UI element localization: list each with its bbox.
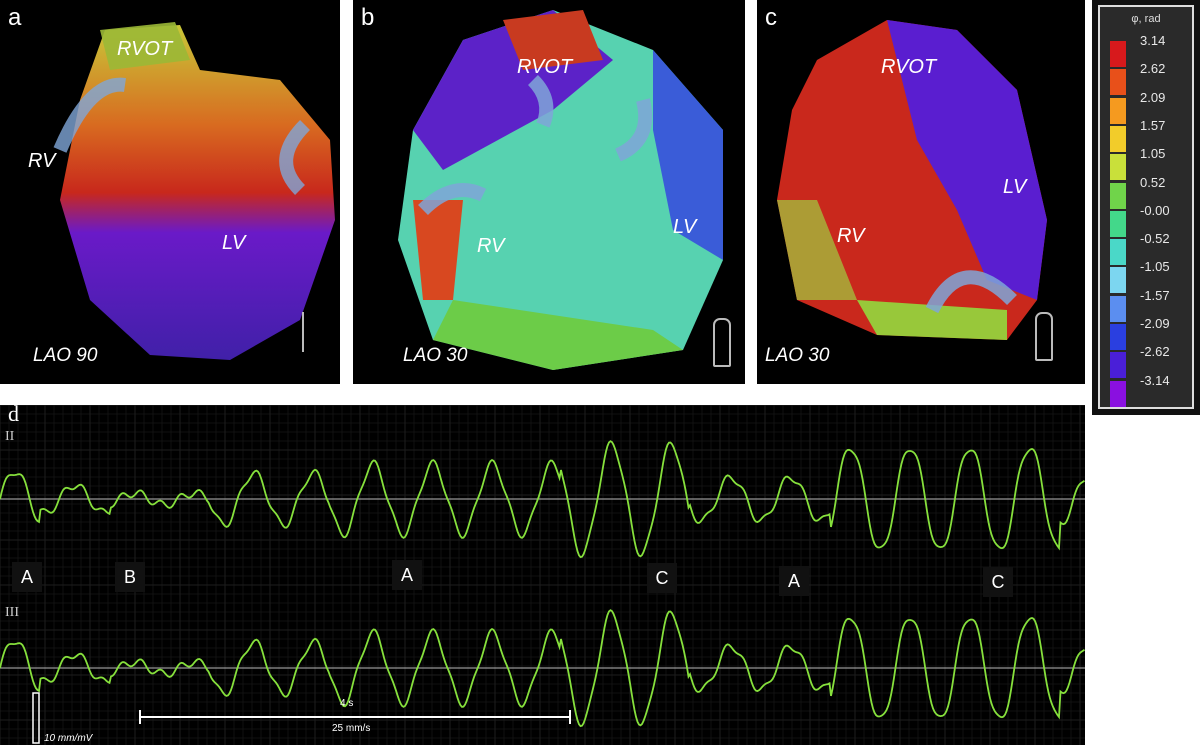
panel-label: d (8, 405, 19, 426)
rvot-label: RVOT (517, 56, 573, 78)
legend-swatch (1110, 41, 1126, 67)
legend-swatch (1110, 154, 1126, 181)
phase-legend: φ, rad 3.14 2.62 2.09 1.57 1.05 0.52 -0.00 -0.5… (1092, 0, 1200, 415)
legend-swatch (1110, 210, 1126, 237)
segment-marker: C (983, 567, 1013, 597)
legend-tick: -1.57 (1140, 287, 1170, 303)
legend-tick: -0.52 (1140, 231, 1170, 247)
legend-tick: 1.05 (1140, 146, 1166, 162)
panel-label: c (765, 4, 777, 31)
legend-tick: -3.14 (1140, 372, 1170, 388)
panel-c: c RVOT RV LV LAO 30 (757, 0, 1085, 384)
orientation-figure-icon (713, 318, 731, 367)
legend-tick: 0.52 (1140, 174, 1166, 190)
lead-ii-label: II (5, 429, 15, 444)
legend-tick: -0.00 (1140, 202, 1170, 218)
rv-label: RV (477, 235, 505, 257)
legend-tick: -2.62 (1140, 344, 1170, 360)
heart-map-a (53, 22, 335, 360)
legend-swatch (1110, 239, 1126, 266)
heart-map-b (398, 10, 723, 370)
orientation-figure-icon (302, 312, 326, 352)
lead-ii-trace (0, 440, 1085, 559)
legend-swatch (1110, 295, 1126, 322)
legend-swatch (1110, 182, 1126, 209)
ecg-tracing (0, 405, 1085, 745)
lead-iii-label: III (5, 605, 19, 620)
gain-scale-label: 10 mm/mV (44, 733, 93, 744)
segment-marker: A (392, 560, 422, 590)
orientation-figure-icon (1035, 312, 1053, 361)
legend-swatch (1110, 324, 1126, 350)
ecg-panel: d II III A B A C A C 4 s 25 mm/s 10 mm/m… (0, 405, 1085, 745)
segment-marker: B (115, 562, 145, 592)
rv-label: RV (837, 225, 865, 247)
view-label: LAO 90 (33, 345, 98, 366)
rvot-label: RVOT (117, 38, 173, 60)
heart-map-c (777, 20, 1047, 340)
legend-tick: 2.09 (1140, 89, 1166, 105)
legend-swatch (1110, 352, 1126, 379)
panel-a: a RVOT RV LV LAO 90 (0, 0, 340, 384)
legend-swatch (1110, 267, 1126, 294)
legend-tick: -1.05 (1140, 259, 1170, 275)
legend-tick: -2.09 (1140, 316, 1170, 331)
view-label: LAO 30 (403, 345, 468, 366)
rv-label: RV (28, 150, 56, 172)
legend-title: φ, rad (1131, 13, 1161, 25)
rvot-label: RVOT (881, 56, 937, 78)
legend-swatch (1110, 125, 1126, 152)
gain-calibration-bar (32, 692, 40, 744)
legend-swatch (1110, 69, 1126, 96)
legend-swatch (1110, 380, 1126, 407)
segment-marker: C (647, 563, 677, 593)
panel-label: b (361, 4, 375, 31)
segment-marker: A (12, 562, 42, 592)
lv-label: LV (222, 232, 246, 254)
legend-tick: 2.62 (1140, 61, 1166, 77)
view-label: LAO 30 (765, 345, 830, 366)
segment-marker: A (779, 566, 809, 596)
panel-b: b RVOT RV LV LAO 30 (353, 0, 745, 384)
time-scale-label: 4 s (340, 698, 354, 709)
legend-box: φ, rad 3.14 2.62 2.09 1.57 1.05 0.52 -0.00 -0.5… (1098, 5, 1194, 409)
speed-scale-label: 25 mm/s (332, 723, 371, 734)
legend-swatch (1110, 97, 1126, 124)
lead-iii-trace (0, 609, 1085, 728)
legend-tick: 1.57 (1140, 117, 1166, 133)
lv-label: LV (673, 216, 697, 238)
legend-tick: 3.14 (1140, 33, 1166, 48)
panel-label: a (8, 4, 22, 31)
lv-label: LV (1003, 176, 1027, 198)
